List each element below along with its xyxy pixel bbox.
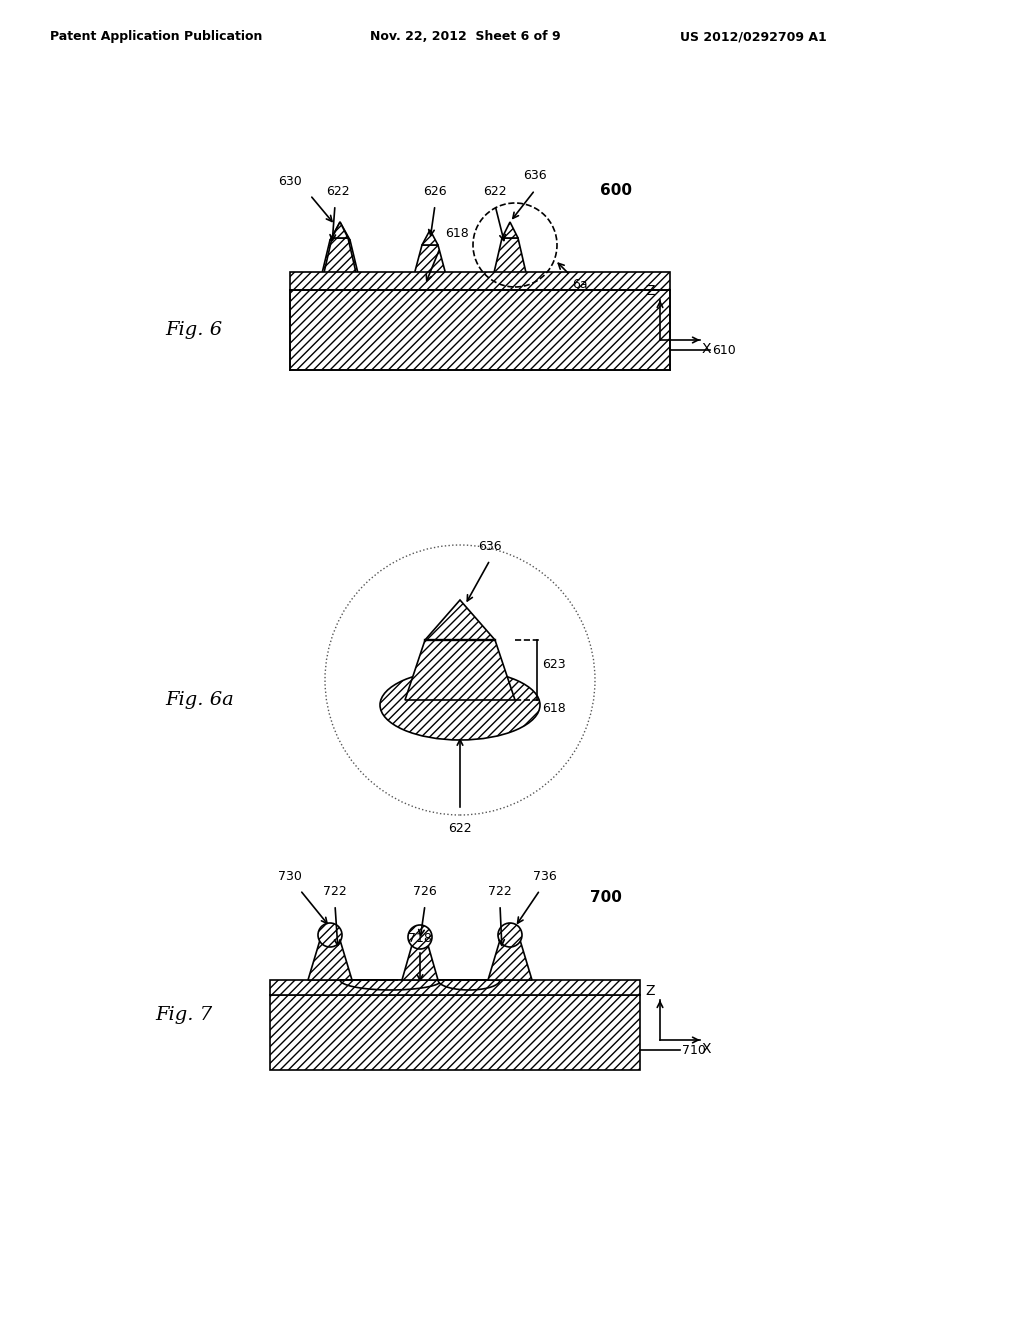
Text: 618: 618	[542, 702, 565, 715]
Text: 722: 722	[488, 884, 512, 898]
Text: 622: 622	[483, 185, 507, 198]
Circle shape	[498, 923, 522, 946]
Polygon shape	[502, 222, 518, 238]
Polygon shape	[438, 979, 500, 990]
Ellipse shape	[380, 671, 540, 741]
Text: 722: 722	[324, 884, 347, 898]
Text: Patent Application Publication: Patent Application Publication	[50, 30, 262, 44]
Text: 736: 736	[534, 870, 557, 883]
Polygon shape	[319, 238, 360, 290]
Polygon shape	[340, 979, 442, 990]
Polygon shape	[425, 601, 495, 640]
Polygon shape	[318, 240, 362, 290]
Polygon shape	[290, 272, 670, 290]
Polygon shape	[406, 640, 515, 700]
Text: 622: 622	[327, 185, 350, 198]
Text: Z: Z	[645, 983, 654, 998]
Polygon shape	[410, 246, 450, 290]
Polygon shape	[270, 979, 640, 995]
Text: 726: 726	[413, 884, 437, 898]
Polygon shape	[332, 222, 348, 238]
Text: 718: 718	[408, 932, 432, 945]
Text: 700: 700	[590, 890, 622, 906]
Text: 636: 636	[523, 169, 547, 182]
Text: X: X	[702, 342, 712, 356]
Polygon shape	[490, 238, 530, 290]
Circle shape	[408, 925, 432, 949]
Text: 730: 730	[279, 870, 302, 883]
Text: Fig. 7: Fig. 7	[155, 1006, 212, 1024]
Text: 618: 618	[445, 227, 469, 240]
Text: 630: 630	[279, 176, 302, 187]
Polygon shape	[330, 222, 350, 240]
Bar	[290, 290, 670, 370]
Text: X: X	[702, 1041, 712, 1056]
Text: 626: 626	[423, 185, 446, 198]
Text: Nov. 22, 2012  Sheet 6 of 9: Nov. 22, 2012 Sheet 6 of 9	[370, 30, 560, 44]
Polygon shape	[488, 940, 532, 979]
Polygon shape	[402, 945, 438, 979]
Text: 636: 636	[478, 540, 502, 553]
Text: 610: 610	[712, 343, 736, 356]
Text: Fig. 6: Fig. 6	[165, 321, 222, 339]
Polygon shape	[422, 230, 438, 246]
Polygon shape	[308, 940, 352, 979]
Text: US 2012/0292709 A1: US 2012/0292709 A1	[680, 30, 826, 44]
Text: Z: Z	[645, 284, 654, 298]
Text: 600: 600	[600, 183, 632, 198]
Text: 6a: 6a	[572, 279, 588, 290]
Text: 622: 622	[449, 822, 472, 836]
Bar	[270, 995, 640, 1071]
Text: Fig. 6a: Fig. 6a	[165, 690, 233, 709]
Text: 623: 623	[542, 659, 565, 672]
Text: 710: 710	[682, 1044, 706, 1056]
Circle shape	[318, 923, 342, 946]
